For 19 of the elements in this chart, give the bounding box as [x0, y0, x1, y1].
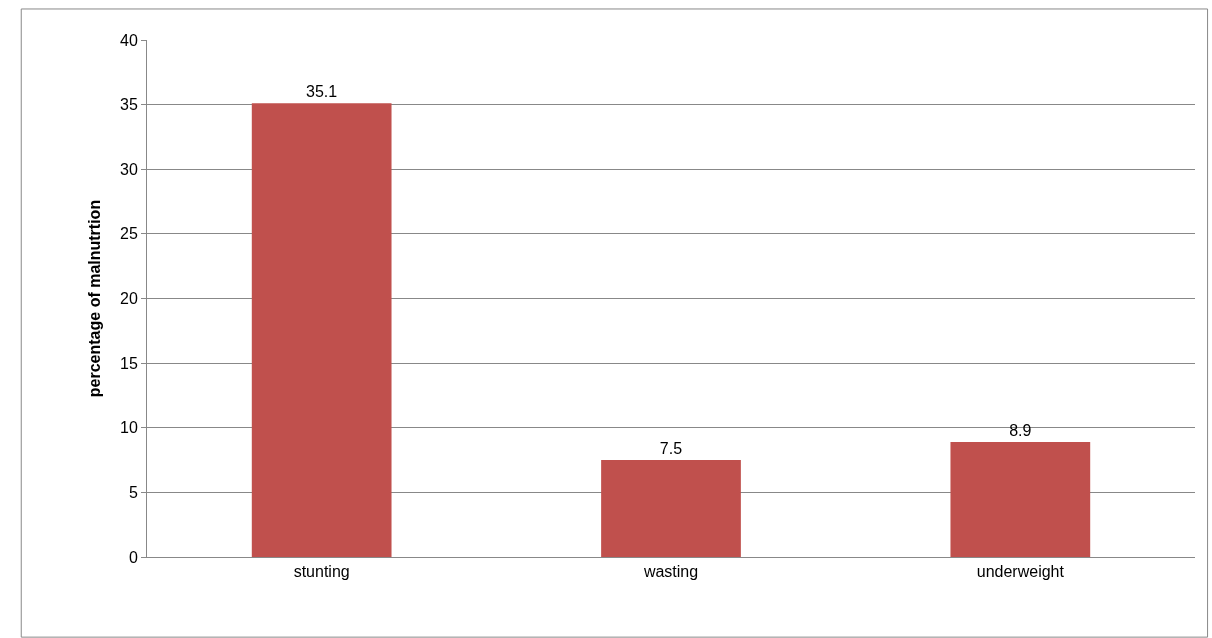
y-tick-label: 30 — [120, 160, 138, 178]
bar — [251, 103, 392, 557]
bar — [601, 460, 741, 557]
y-axis-title: percentage of malnutrtion — [85, 199, 103, 398]
y-tick-label: 40 — [120, 31, 138, 49]
y-tick-label: 25 — [120, 225, 138, 243]
data-label: 35.1 — [306, 83, 338, 101]
y-tick-label: 35 — [120, 96, 138, 114]
x-tick-label: wasting — [642, 563, 699, 581]
y-tick-label: 5 — [128, 483, 138, 501]
data-label: 8.9 — [1009, 421, 1032, 439]
y-tick-label: 20 — [120, 290, 138, 308]
y-tick-label: 0 — [128, 548, 138, 566]
x-tick-label: underweight — [976, 563, 1065, 581]
y-tick-label: 10 — [120, 419, 138, 437]
y-tick-label: 15 — [120, 354, 138, 372]
x-tick-label: stunting — [293, 563, 350, 581]
bar — [950, 441, 1091, 557]
data-label: 7.5 — [659, 440, 683, 458]
